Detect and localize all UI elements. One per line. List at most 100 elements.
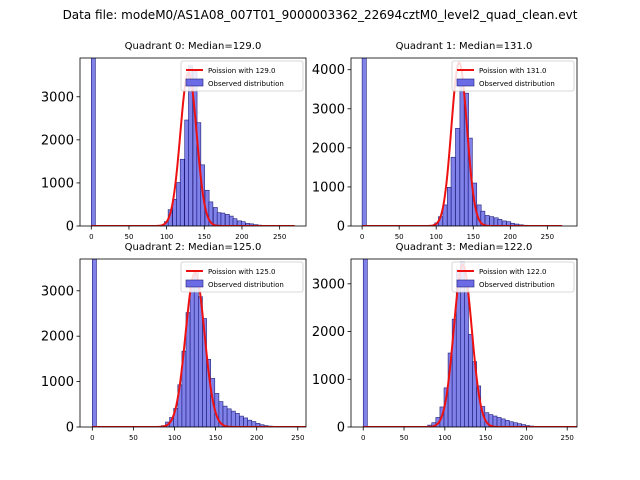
x-tick-label: 150 bbox=[467, 233, 480, 241]
histogram-bar bbox=[230, 410, 236, 427]
y-tick-label: 3000 bbox=[41, 284, 74, 299]
y-tick-label: 1000 bbox=[41, 176, 74, 191]
histogram-bar bbox=[226, 408, 232, 427]
y-tick-label: 1000 bbox=[312, 373, 345, 388]
histogram-bar bbox=[492, 415, 498, 427]
axes-frame bbox=[350, 258, 578, 428]
histogram-bar bbox=[362, 259, 368, 427]
x-tick-label: 250 bbox=[541, 233, 554, 241]
x-tick-label: 50 bbox=[400, 434, 409, 442]
legend-box bbox=[451, 60, 575, 92]
y-tick-label: 0 bbox=[337, 421, 345, 436]
x-tick-label: 0 bbox=[90, 434, 94, 442]
y-tick-label: 3000 bbox=[312, 102, 345, 117]
x-tick-label: 100 bbox=[430, 233, 443, 241]
x-tick-label: 50 bbox=[125, 233, 134, 241]
legend-bar-swatch bbox=[456, 279, 475, 288]
histogram-bar bbox=[247, 419, 253, 427]
legend-bar-swatch bbox=[456, 78, 475, 87]
histogram-bar bbox=[232, 218, 238, 226]
poisson-fit-line bbox=[363, 263, 577, 427]
histogram-bar bbox=[216, 212, 222, 226]
histogram-bar bbox=[361, 58, 367, 226]
x-tick-label: 100 bbox=[160, 233, 173, 241]
legend-observed-label: Observed distribution bbox=[479, 281, 555, 289]
axes-frame bbox=[79, 57, 307, 227]
histogram-bar bbox=[455, 128, 461, 226]
histogram-bar bbox=[225, 214, 230, 226]
legend-fit-label: Poission with 131.0 bbox=[479, 67, 547, 75]
y-tick-label: 0 bbox=[66, 220, 74, 235]
quadrant-3-panel: 0 50 100 150 200 250 0 1000 2000 3000 Quadrant 3: … bbox=[312, 242, 578, 442]
x-tick-label: 50 bbox=[129, 434, 138, 442]
histogram-bar bbox=[208, 201, 214, 226]
y-tick-label: 0 bbox=[337, 220, 345, 235]
x-tick-label: 0 bbox=[361, 434, 365, 442]
legend-fit-label: Poission with 122.0 bbox=[479, 268, 547, 276]
legend-fit-label: Poission with 125.0 bbox=[208, 268, 276, 276]
x-tick-label: 150 bbox=[198, 233, 211, 241]
quadrant-1-panel: 0 50 100 150 200 250 0 1000 2000 3000 4000 Quadrant… bbox=[312, 41, 578, 241]
histogram-bar bbox=[240, 221, 246, 226]
x-tick-label: 200 bbox=[235, 233, 248, 241]
histogram-bar bbox=[484, 215, 490, 226]
histogram-bar bbox=[496, 417, 502, 427]
legend-box bbox=[451, 261, 575, 293]
histogram-bar bbox=[184, 119, 190, 226]
x-tick-label: 200 bbox=[504, 233, 517, 241]
panel-title: Quadrant 0: Median=129.0 bbox=[125, 41, 262, 52]
histogram-bar bbox=[193, 272, 199, 427]
x-tick-label: 100 bbox=[168, 434, 181, 442]
y-tick-label: 2000 bbox=[41, 330, 74, 345]
histogram-bar bbox=[239, 415, 244, 427]
histogram-bar bbox=[189, 285, 195, 427]
x-tick-label: 150 bbox=[209, 434, 222, 442]
x-tick-label: 0 bbox=[360, 233, 364, 241]
y-tick-label: 4000 bbox=[312, 63, 345, 78]
histogram-bar bbox=[235, 413, 240, 427]
figure-suptitle: Data file: modeM0/AS1A08_007T01_90000033… bbox=[62, 8, 578, 22]
legend-observed-label: Observed distribution bbox=[208, 281, 284, 289]
x-tick-label: 200 bbox=[520, 434, 533, 442]
y-tick-label: 3000 bbox=[312, 277, 345, 292]
histogram-bar bbox=[504, 420, 510, 427]
histogram-bar bbox=[464, 283, 469, 427]
histogram-bar bbox=[179, 158, 185, 226]
legend-box bbox=[180, 60, 304, 92]
y-tick-label: 2000 bbox=[312, 325, 345, 340]
histogram-bar bbox=[222, 405, 228, 427]
axes-frame bbox=[79, 258, 307, 428]
histogram-bar bbox=[243, 417, 248, 427]
histogram-bar bbox=[489, 216, 495, 226]
x-tick-label: 250 bbox=[561, 434, 574, 442]
legend-fit-label: Poission with 129.0 bbox=[208, 67, 276, 75]
panel-title: Quadrant 2: Median=125.0 bbox=[125, 242, 262, 253]
x-tick-label: 50 bbox=[395, 233, 404, 241]
histogram-bar bbox=[459, 85, 465, 226]
histogram-bar bbox=[213, 207, 218, 226]
poisson-fit-line bbox=[91, 71, 295, 226]
histogram-bar bbox=[249, 223, 254, 226]
histogram-bar bbox=[91, 58, 96, 226]
histogram-bar bbox=[500, 418, 506, 427]
plot-area bbox=[92, 259, 306, 427]
legend-box bbox=[180, 261, 304, 293]
x-tick-label: 250 bbox=[273, 233, 286, 241]
x-tick-label: 200 bbox=[250, 434, 263, 442]
quadrant-2-panel: 0 50 100 150 200 250 0 1000 2000 3000 Quadrant 2: … bbox=[41, 242, 307, 442]
y-tick-label: 1000 bbox=[312, 180, 345, 195]
quadrant-0-panel: 0 50 100 150 200 250 0 1000 2000 3000 Quadrant 0: … bbox=[41, 41, 307, 241]
y-tick-label: 0 bbox=[66, 421, 74, 436]
y-tick-label: 2000 bbox=[41, 133, 74, 148]
x-tick-label: 150 bbox=[479, 434, 492, 442]
legend-observed-label: Observed distribution bbox=[479, 80, 555, 88]
histogram-bar bbox=[176, 182, 181, 226]
y-tick-label: 2000 bbox=[312, 141, 345, 156]
histogram-bar bbox=[92, 259, 97, 427]
histogram-bar bbox=[220, 212, 226, 226]
y-tick-label: 3000 bbox=[41, 90, 74, 105]
legend-bar-swatch bbox=[185, 78, 204, 87]
x-tick-label: 0 bbox=[89, 233, 93, 241]
poisson-fit-line bbox=[92, 271, 306, 427]
